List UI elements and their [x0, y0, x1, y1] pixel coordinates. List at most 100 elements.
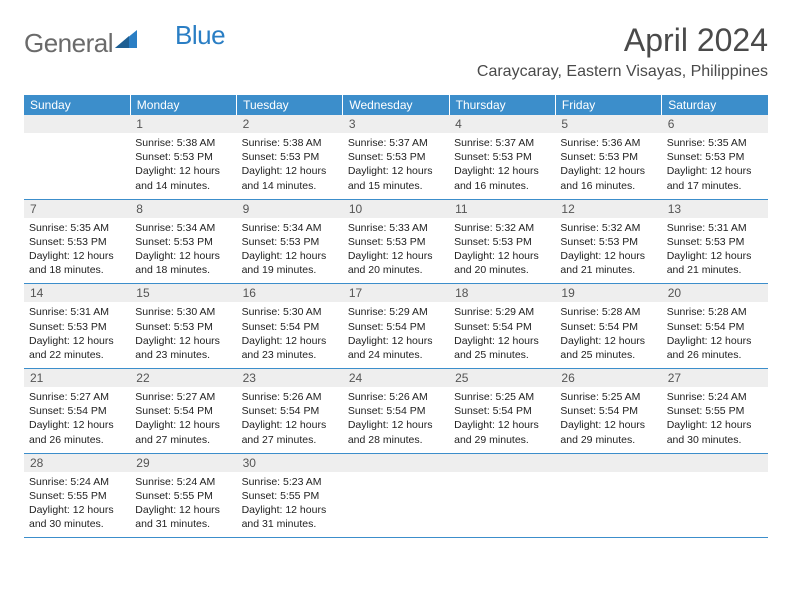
calendar-day-cell	[343, 453, 449, 538]
day-number: 22	[130, 369, 236, 387]
day-details: Sunrise: 5:23 AMSunset: 5:55 PMDaylight:…	[237, 472, 343, 538]
calendar-day-cell: 18 Sunrise: 5:29 AMSunset: 5:54 PMDayligh…	[449, 284, 555, 369]
day-number	[343, 454, 449, 472]
calendar-day-cell: 4Sunrise: 5:37 AMSunset: 5:53 PMDaylight…	[449, 115, 555, 199]
sunset-text: Sunset: 5:54 PM	[242, 404, 338, 418]
day-details: Sunrise: 5:34 AMSunset: 5:53 PMDaylight:…	[237, 218, 343, 284]
calendar-day-cell: 30Sunrise: 5:23 AMSunset: 5:55 PMDayligh…	[237, 453, 343, 538]
calendar-table: Sunday Monday Tuesday Wednesday Thursday…	[24, 95, 768, 538]
sunset-text: Sunset: 5:53 PM	[667, 235, 763, 249]
day-details: Sunrise: 5:38 AMSunset: 5:53 PMDaylight:…	[237, 133, 343, 199]
daylight-text: Daylight: 12 hours and 16 minutes.	[560, 164, 656, 192]
daylight-text: Daylight: 12 hours and 31 minutes.	[242, 503, 338, 531]
sunset-text: Sunset: 5:53 PM	[454, 235, 550, 249]
day-details: Sunrise: 5:33 AMSunset: 5:53 PMDaylight:…	[343, 218, 449, 284]
sunset-text: Sunset: 5:54 PM	[454, 404, 550, 418]
day-number: 5	[555, 115, 661, 133]
daylight-text: Daylight: 12 hours and 30 minutes.	[29, 503, 125, 531]
logo-word1: General	[24, 28, 113, 59]
day-details	[24, 133, 130, 195]
day-number: 6	[662, 115, 768, 133]
sunrise-text: Sunrise: 5:27 AM	[135, 390, 231, 404]
sunrise-text: Sunrise: 5:25 AM	[560, 390, 656, 404]
day-header: Friday	[555, 95, 661, 115]
day-details: Sunrise: 5:31 AMSunset: 5:53 PMDaylight:…	[24, 302, 130, 368]
day-number: 18	[449, 284, 555, 302]
day-number	[24, 115, 130, 133]
calendar-week-row: 1Sunrise: 5:38 AMSunset: 5:53 PMDaylight…	[24, 115, 768, 199]
sunset-text: Sunset: 5:54 PM	[29, 404, 125, 418]
daylight-text: Daylight: 12 hours and 25 minutes.	[560, 334, 656, 362]
daylight-text: Daylight: 12 hours and 23 minutes.	[135, 334, 231, 362]
sunrise-text: Sunrise: 5:36 AM	[560, 136, 656, 150]
day-details: Sunrise: 5:35 AMSunset: 5:53 PMDaylight:…	[24, 218, 130, 284]
page: General Blue April 2024 Caraycaray, East…	[0, 0, 792, 552]
day-details	[662, 472, 768, 534]
daylight-text: Daylight: 12 hours and 25 minutes.	[454, 334, 550, 362]
sunset-text: Sunset: 5:54 PM	[454, 320, 550, 334]
day-number: 28	[24, 454, 130, 472]
day-details: Sunrise: 5:27 AMSunset: 5:54 PMDaylight:…	[130, 387, 236, 453]
calendar-day-cell: 3Sunrise: 5:37 AMSunset: 5:53 PMDaylight…	[343, 115, 449, 199]
calendar-day-cell: 25Sunrise: 5:25 AMSunset: 5:54 PMDayligh…	[449, 369, 555, 454]
sunrise-text: Sunrise: 5:33 AM	[348, 221, 444, 235]
day-details: Sunrise: 5:37 AMSunset: 5:53 PMDaylight:…	[449, 133, 555, 199]
daylight-text: Daylight: 12 hours and 15 minutes.	[348, 164, 444, 192]
sunrise-text: Sunrise: 5:37 AM	[454, 136, 550, 150]
sunrise-text: Sunrise: 5:29 AM	[454, 305, 550, 319]
sunset-text: Sunset: 5:53 PM	[135, 235, 231, 249]
daylight-text: Daylight: 12 hours and 19 minutes.	[242, 249, 338, 277]
calendar-day-cell: 21Sunrise: 5:27 AMSunset: 5:54 PMDayligh…	[24, 369, 130, 454]
sunrise-text: Sunrise: 5:34 AM	[135, 221, 231, 235]
day-details: Sunrise: 5:24 AMSunset: 5:55 PMDaylight:…	[130, 472, 236, 538]
day-details: Sunrise: 5:26 AMSunset: 5:54 PMDaylight:…	[343, 387, 449, 453]
daylight-text: Daylight: 12 hours and 14 minutes.	[135, 164, 231, 192]
sunrise-text: Sunrise: 5:27 AM	[29, 390, 125, 404]
daylight-text: Daylight: 12 hours and 31 minutes.	[135, 503, 231, 531]
day-number: 9	[237, 200, 343, 218]
sunset-text: Sunset: 5:53 PM	[29, 235, 125, 249]
day-number: 23	[237, 369, 343, 387]
calendar-day-cell: 17Sunrise: 5:29 AMSunset: 5:54 PMDayligh…	[343, 284, 449, 369]
day-details: Sunrise: 5:24 AMSunset: 5:55 PMDaylight:…	[662, 387, 768, 453]
daylight-text: Daylight: 12 hours and 21 minutes.	[667, 249, 763, 277]
day-header: Sunday	[24, 95, 130, 115]
daylight-text: Daylight: 12 hours and 21 minutes.	[560, 249, 656, 277]
sunset-text: Sunset: 5:53 PM	[29, 320, 125, 334]
title-block: April 2024 Caraycaray, Eastern Visayas, …	[477, 22, 768, 81]
day-number: 30	[237, 454, 343, 472]
day-number: 10	[343, 200, 449, 218]
day-number	[449, 454, 555, 472]
daylight-text: Daylight: 12 hours and 26 minutes.	[667, 334, 763, 362]
day-details: Sunrise: 5:32 AMSunset: 5:53 PMDaylight:…	[449, 218, 555, 284]
day-number	[555, 454, 661, 472]
sunset-text: Sunset: 5:54 PM	[135, 404, 231, 418]
day-number: 2	[237, 115, 343, 133]
calendar-body: 1Sunrise: 5:38 AMSunset: 5:53 PMDaylight…	[24, 115, 768, 538]
logo: General Blue	[24, 28, 225, 59]
daylight-text: Daylight: 12 hours and 18 minutes.	[29, 249, 125, 277]
calendar-day-cell: 19Sunrise: 5:28 AMSunset: 5:54 PMDayligh…	[555, 284, 661, 369]
calendar-week-row: 28Sunrise: 5:24 AMSunset: 5:55 PMDayligh…	[24, 453, 768, 538]
sunrise-text: Sunrise: 5:32 AM	[560, 221, 656, 235]
day-details	[343, 472, 449, 534]
calendar-day-cell: 14Sunrise: 5:31 AMSunset: 5:53 PMDayligh…	[24, 284, 130, 369]
sunset-text: Sunset: 5:54 PM	[242, 320, 338, 334]
calendar-day-cell	[24, 115, 130, 199]
daylight-text: Daylight: 12 hours and 30 minutes.	[667, 418, 763, 446]
sunset-text: Sunset: 5:53 PM	[242, 235, 338, 249]
day-number: 17	[343, 284, 449, 302]
calendar-header-row: Sunday Monday Tuesday Wednesday Thursday…	[24, 95, 768, 115]
day-number: 15	[130, 284, 236, 302]
sunset-text: Sunset: 5:53 PM	[242, 150, 338, 164]
header: General Blue April 2024 Caraycaray, East…	[24, 22, 768, 81]
day-details: Sunrise: 5:36 AMSunset: 5:53 PMDaylight:…	[555, 133, 661, 199]
sunset-text: Sunset: 5:55 PM	[29, 489, 125, 503]
calendar-day-cell	[555, 453, 661, 538]
sunset-text: Sunset: 5:55 PM	[242, 489, 338, 503]
sunset-text: Sunset: 5:53 PM	[560, 235, 656, 249]
sunrise-text: Sunrise: 5:29 AM	[348, 305, 444, 319]
day-details: Sunrise: 5:31 AMSunset: 5:53 PMDaylight:…	[662, 218, 768, 284]
location: Caraycaray, Eastern Visayas, Philippines	[477, 63, 768, 81]
sunrise-text: Sunrise: 5:24 AM	[135, 475, 231, 489]
